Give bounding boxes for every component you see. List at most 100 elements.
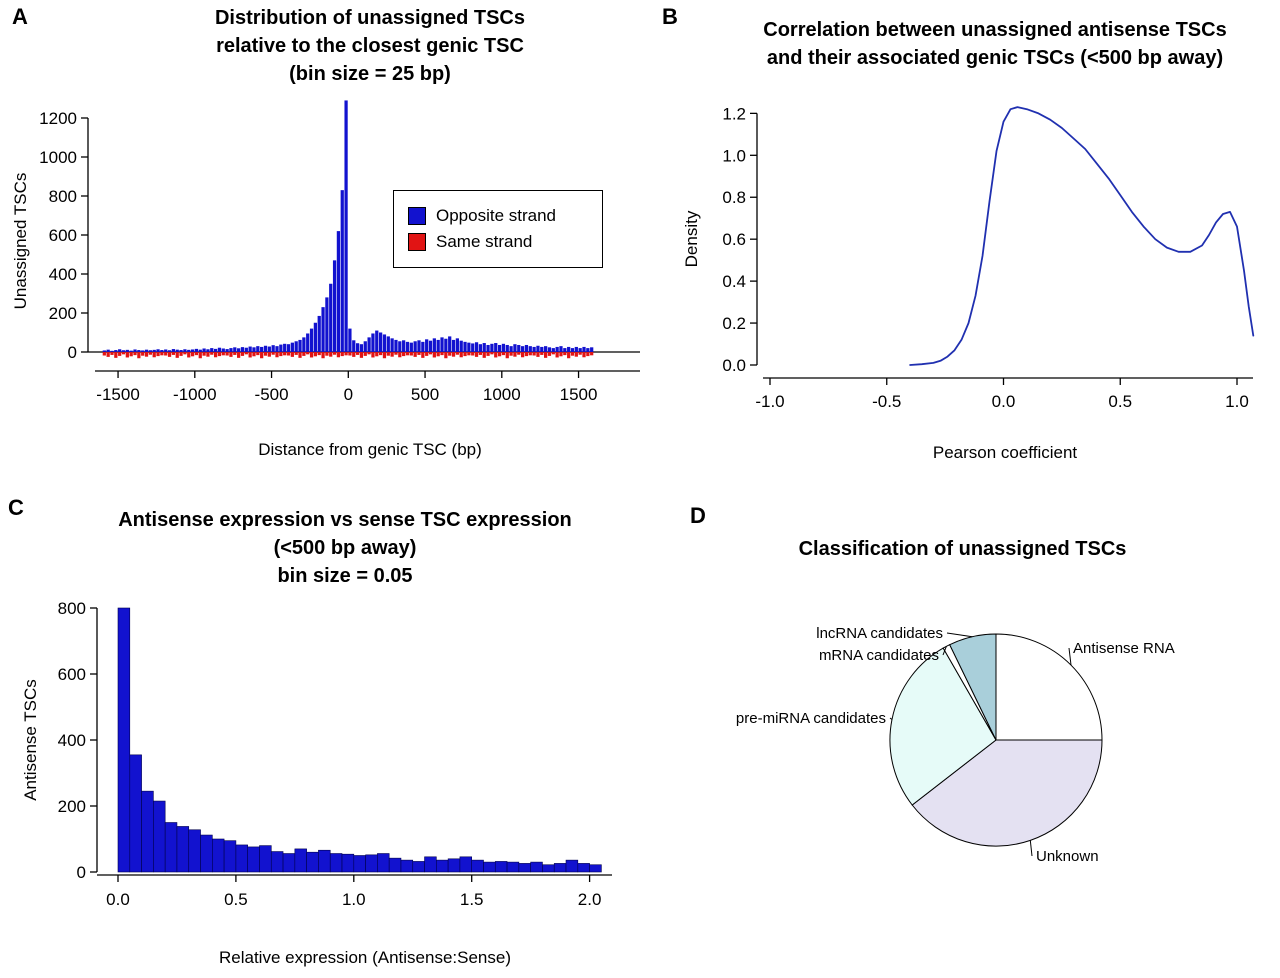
same-strand-bar bbox=[309, 352, 314, 358]
pie-slice-label: Antisense RNA bbox=[1073, 640, 1175, 657]
pie-leader-line bbox=[889, 717, 893, 720]
opposite-strand-bar bbox=[363, 341, 367, 352]
same-strand-bar bbox=[290, 352, 294, 357]
antisense-bar bbox=[553, 863, 567, 873]
opposite-strand-bar bbox=[137, 350, 141, 352]
same-strand-bar bbox=[451, 352, 456, 357]
same-strand-bar bbox=[409, 352, 413, 356]
opposite-strand-bar bbox=[290, 342, 294, 352]
antisense-bar bbox=[212, 838, 225, 873]
same-strand-bar bbox=[455, 352, 459, 355]
opposite-strand-bar bbox=[187, 349, 191, 352]
same-strand-bar bbox=[164, 352, 168, 356]
same-strand-bar bbox=[313, 352, 317, 357]
opposite-strand-bar bbox=[417, 340, 421, 352]
opposite-strand-bar bbox=[141, 350, 145, 352]
opposite-strand-bar bbox=[102, 350, 106, 352]
opposite-strand-bar bbox=[256, 346, 260, 352]
opposite-strand-bar bbox=[298, 339, 302, 352]
panel-a-title: Distribution of unassigned TSCs relative… bbox=[214, 7, 525, 85]
opposite-strand-bar bbox=[167, 350, 172, 352]
opposite-strand-bar bbox=[352, 340, 356, 352]
x-tick-label: -500 bbox=[255, 385, 289, 404]
same-strand-bar bbox=[198, 352, 202, 359]
opposite-strand-bar bbox=[467, 342, 471, 352]
panel-b-xlabel: Pearson coefficient bbox=[932, 443, 1078, 462]
same-strand-bar bbox=[567, 352, 571, 359]
opposite-strand-bar bbox=[213, 348, 218, 352]
same-strand-bar bbox=[501, 352, 506, 356]
panel-a-ylabel: Unassigned TSCs bbox=[11, 173, 30, 310]
antisense-bar bbox=[447, 858, 461, 873]
y-tick-label: 200 bbox=[49, 304, 77, 323]
opposite-strand-bar bbox=[279, 344, 283, 352]
same-strand-bar bbox=[225, 352, 229, 356]
opposite-strand-bar bbox=[413, 341, 417, 352]
panel-b-letter: B bbox=[662, 4, 678, 29]
antisense-bar bbox=[459, 856, 473, 873]
opposite-strand-bar bbox=[171, 349, 176, 352]
antisense-bar bbox=[164, 822, 178, 873]
same-strand-bar bbox=[402, 352, 406, 357]
same-strand-bar bbox=[267, 352, 271, 357]
same-strand-bar bbox=[555, 352, 559, 358]
opposite-strand-bar bbox=[190, 349, 195, 352]
same-strand-bar bbox=[248, 352, 252, 358]
same-strand-bar bbox=[517, 352, 521, 355]
legend-label-same-strand: Same strand bbox=[436, 232, 533, 251]
opposite-strand-bar bbox=[283, 343, 287, 352]
same-strand-bar bbox=[141, 352, 145, 356]
opposite-strand-bar bbox=[210, 348, 214, 352]
same-strand-bar bbox=[386, 352, 390, 356]
antisense-bar bbox=[294, 848, 307, 873]
x-tick-label: 1.5 bbox=[460, 890, 484, 909]
panel-c-ylabel: Antisense TSCs bbox=[21, 679, 40, 801]
y-tick-label: 1200 bbox=[39, 109, 77, 128]
same-strand-bar bbox=[444, 352, 448, 359]
same-strand-bar bbox=[474, 352, 479, 357]
opposite-strand-bar bbox=[432, 338, 436, 352]
pie-slice-label: mRNA candidates bbox=[819, 647, 939, 664]
opposite-strand-bar bbox=[501, 343, 506, 352]
same-strand-bar bbox=[202, 352, 206, 356]
opposite-strand-bar bbox=[340, 190, 344, 352]
opposite-strand-bar bbox=[586, 348, 590, 352]
opposite-strand-bar bbox=[156, 349, 160, 352]
antisense-bar bbox=[424, 856, 437, 873]
same-strand-bar bbox=[137, 352, 141, 359]
antisense-bar bbox=[141, 790, 154, 873]
same-strand-bar bbox=[570, 352, 575, 356]
same-strand-bar bbox=[417, 352, 421, 355]
y-tick-label: 0.8 bbox=[722, 188, 746, 207]
density-curve bbox=[909, 106, 1255, 366]
opposite-strand-bar bbox=[444, 338, 448, 352]
same-strand-bar bbox=[148, 352, 152, 355]
same-strand-bar bbox=[421, 352, 425, 358]
pie-slice bbox=[995, 633, 1103, 741]
antisense-bar bbox=[223, 840, 237, 873]
opposite-strand-bar bbox=[509, 346, 513, 352]
panel-c-chart: Antisense TSCs 0 200 400 600 800 0.0 0.5 1.0 1.5… bbox=[21, 599, 612, 909]
opposite-strand-bar bbox=[348, 328, 352, 352]
panel-b-title: Correlation between unassigned antisense… bbox=[763, 19, 1227, 69]
panel-c: C Antisense expression vs sense TSC expr… bbox=[0, 489, 655, 978]
opposite-strand-bar bbox=[398, 341, 402, 352]
opposite-strand-bar bbox=[260, 346, 264, 352]
opposite-strand-bar bbox=[355, 343, 360, 352]
x-tick-label: 0.0 bbox=[106, 890, 130, 909]
opposite-strand-bar bbox=[570, 348, 575, 352]
antisense-bar bbox=[365, 854, 378, 873]
opposite-strand-bar bbox=[198, 349, 202, 352]
same-strand-bar bbox=[505, 352, 509, 359]
opposite-strand-bar bbox=[240, 347, 245, 352]
opposite-strand-bar bbox=[436, 339, 440, 352]
same-strand-bar bbox=[382, 352, 387, 359]
opposite-strand-bar bbox=[590, 347, 594, 352]
same-strand-bar bbox=[471, 352, 475, 356]
y-tick-label: 600 bbox=[49, 226, 77, 245]
same-strand-bar bbox=[294, 352, 298, 355]
same-strand-bar bbox=[528, 352, 532, 356]
opposite-strand-bar bbox=[375, 330, 379, 352]
y-tick-label: 0.0 bbox=[722, 356, 746, 375]
same-strand-bar bbox=[129, 352, 133, 357]
